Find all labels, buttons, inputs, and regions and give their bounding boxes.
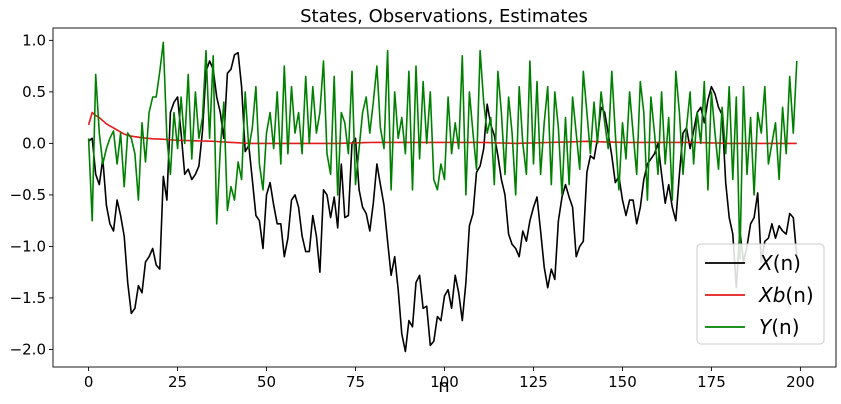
legend-entry: Y(n) (759, 315, 800, 339)
legend: X(n) Xb(n) Y(n) (696, 243, 825, 345)
y-tick-label: −1.5 (10, 289, 46, 307)
x-tick-label: 25 (168, 373, 187, 391)
x-tick-label: 75 (346, 373, 365, 391)
series-line-xb-n (87, 111, 797, 145)
y-tick-label: 0.5 (22, 83, 46, 101)
legend-box (696, 243, 825, 345)
x-tick-label: 150 (608, 373, 637, 391)
y-tick-label: −0.5 (10, 186, 46, 204)
x-tick-label: 200 (786, 373, 815, 391)
axis-ticks: 0 25 50 75 100 125 150 175 200 −2.0 −1.5 −1.0 −0.5 0.… (10, 31, 815, 391)
x-tick-label: 100 (430, 373, 459, 391)
chart-title: States, Observations, Estimates (300, 6, 588, 27)
legend-entry: X(n) (758, 251, 801, 275)
legend-entry: Xb(n) (758, 283, 814, 307)
y-tick-label: 1.0 (22, 31, 46, 49)
x-tick-label: 175 (697, 373, 726, 391)
x-axis-label: n (438, 376, 449, 397)
x-tick-label: 0 (84, 373, 94, 391)
y-tick-label: 0.0 (22, 134, 46, 152)
series-layer (87, 41, 798, 353)
y-tick-label: −2.0 (10, 340, 46, 358)
x-tick-label: 50 (257, 373, 276, 391)
series-line-y-n (87, 41, 798, 260)
y-tick-label: −1.0 (10, 237, 46, 255)
x-tick-label: 125 (519, 373, 548, 391)
